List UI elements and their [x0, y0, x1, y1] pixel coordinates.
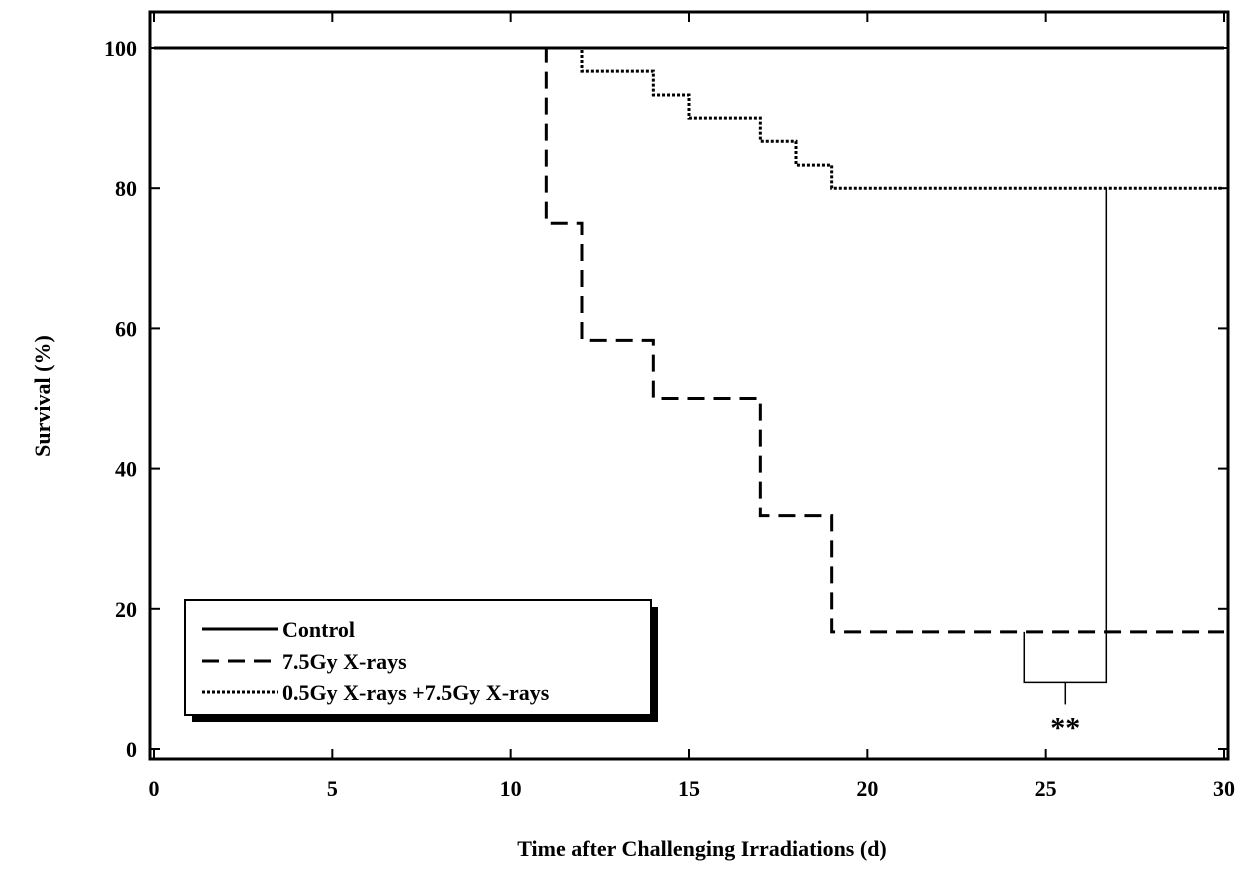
significance-label: **	[1050, 711, 1080, 744]
legend: Control 7.5Gy X-rays 0.5Gy X-rays +7.5Gy…	[184, 599, 658, 722]
y-axis-title: Survival (%)	[30, 335, 55, 457]
x-tick-label: 5	[327, 776, 338, 801]
x-tick-label: 15	[678, 776, 700, 801]
significance-bracket	[1023, 188, 1108, 684]
y-tick-label: 0	[126, 737, 137, 762]
y-tick-label: 40	[115, 457, 137, 482]
series-layer	[154, 46, 1224, 634]
annotation-layer: **	[1023, 188, 1108, 744]
series-line-2	[154, 46, 1224, 634]
y-tick-label: 20	[115, 597, 137, 622]
series-line-3	[154, 46, 1224, 190]
x-tick-label: 10	[500, 776, 522, 801]
x-tick-label: 0	[149, 776, 160, 801]
legend-label-05gy: 0.5Gy X-rays +7.5Gy X-rays	[282, 680, 550, 705]
x-tick-label: 30	[1213, 776, 1235, 801]
y-tick-label: 80	[115, 176, 137, 201]
legend-label-control: Control	[282, 617, 355, 642]
y-tick-label: 60	[115, 316, 137, 341]
tick-layer: 0 5 10 15 20 25 30 0 20 40 60 80 100	[104, 12, 1235, 801]
x-tick-label: 20	[856, 776, 878, 801]
x-axis-title: Time after Challenging Irradiations (d)	[517, 836, 887, 861]
x-tick-label: 25	[1035, 776, 1057, 801]
legend-box	[184, 599, 652, 716]
legend-label-75gy: 7.5Gy X-rays	[282, 649, 407, 674]
y-tick-label: 100	[104, 36, 137, 61]
